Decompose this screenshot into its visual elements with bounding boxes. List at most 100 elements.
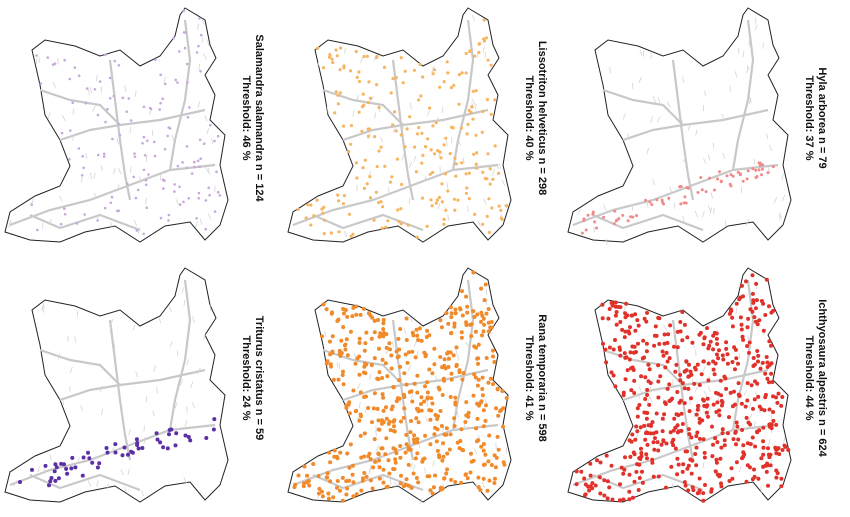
- occurrence-dot: [405, 127, 409, 131]
- stream: [712, 142, 715, 149]
- occurrence-dot: [467, 171, 471, 175]
- stream: [100, 164, 103, 172]
- stream: [195, 221, 198, 228]
- occurrence-dot: [174, 431, 179, 436]
- stream: [370, 95, 374, 103]
- occurrence-dot: [430, 371, 435, 376]
- occurrence-dot: [345, 451, 350, 456]
- occurrence-dot: [719, 484, 724, 489]
- occurrence-dot: [178, 203, 182, 206]
- occurrence-dot: [98, 80, 102, 83]
- occurrence-dot: [499, 216, 503, 220]
- occurrence-dot: [484, 403, 488, 408]
- occurrence-dot: [176, 81, 179, 84]
- occurrence-dot: [697, 436, 702, 441]
- occurrence-dot: [354, 161, 358, 165]
- occurrence-dot: [477, 42, 481, 46]
- stream: [671, 483, 675, 490]
- occurrence-dot: [683, 483, 688, 488]
- stream: [753, 421, 756, 428]
- species-title: Rana temporaria n = 598: [536, 314, 548, 441]
- occurrence-dot: [419, 402, 423, 406]
- occurrence-dot: [706, 346, 711, 351]
- occurrence-dot: [668, 323, 673, 328]
- occurrence-dot: [376, 418, 381, 423]
- occurrence-dot: [482, 298, 487, 303]
- occurrence-dot: [398, 327, 403, 331]
- occurrence-dot: [372, 356, 377, 361]
- river: [572, 163, 779, 227]
- occurrence-dot: [627, 489, 632, 494]
- stream: [35, 58, 38, 65]
- occurrence-dot: [187, 197, 190, 200]
- occurrence-dot: [357, 79, 362, 84]
- occurrence-dot: [341, 311, 346, 316]
- stream: [652, 179, 656, 186]
- occurrence-dot: [340, 373, 345, 377]
- river: [322, 348, 404, 386]
- occurrence-dot: [348, 69, 353, 73]
- occurrence-dot: [744, 479, 749, 484]
- occurrence-dot: [474, 162, 478, 166]
- occurrence-dot: [682, 322, 687, 327]
- occurrence-dot: [632, 378, 637, 383]
- occurrence-dot: [747, 340, 752, 345]
- stream: [156, 387, 158, 394]
- occurrence-dot: [148, 106, 152, 110]
- occurrence-dot: [423, 384, 427, 389]
- occurrence-dot: [193, 160, 196, 164]
- occurrence-dot: [749, 383, 754, 388]
- occurrence-dot: [377, 346, 381, 351]
- stream: [48, 218, 52, 226]
- river: [312, 213, 424, 232]
- stream: [663, 324, 667, 331]
- occurrence-dot: [368, 313, 373, 318]
- occurrence-dot: [385, 374, 390, 379]
- occurrence-dot: [399, 222, 403, 226]
- occurrence-dot: [735, 424, 740, 429]
- occurrence-dot: [185, 145, 189, 148]
- occurrence-dot: [736, 361, 740, 366]
- occurrence-dot: [200, 33, 203, 37]
- stream: [41, 306, 45, 313]
- occurrence-dot: [491, 348, 495, 353]
- occurrence-dot: [185, 62, 189, 66]
- stream: [695, 129, 698, 136]
- occurrence-dot: [392, 418, 397, 423]
- occurrence-dot: [631, 215, 635, 219]
- occurrence-dot: [357, 70, 361, 74]
- occurrence-dot: [415, 390, 420, 395]
- occurrence-dot: [656, 474, 661, 479]
- occurrence-dot: [687, 186, 690, 190]
- occurrence-dot: [720, 400, 725, 405]
- stream: [687, 124, 691, 131]
- occurrence-dot: [455, 440, 460, 445]
- occurrence-dot: [697, 488, 702, 493]
- stream: [389, 478, 392, 485]
- occurrence-dot: [188, 438, 193, 443]
- occurrence-dot: [460, 313, 465, 318]
- occurrence-dot: [464, 71, 468, 75]
- occurrence-dot: [211, 427, 216, 432]
- occurrence-dot: [159, 216, 163, 220]
- occurrence-dot: [420, 161, 424, 165]
- stream: [171, 134, 174, 141]
- stream: [80, 405, 84, 412]
- occurrence-dot: [466, 122, 470, 126]
- occurrence-dot: [442, 476, 447, 481]
- occurrence-dot: [484, 356, 489, 360]
- occurrence-dot: [724, 386, 729, 391]
- occurrence-dot: [135, 443, 140, 447]
- occurrence-dot: [486, 380, 491, 385]
- occurrence-dot: [752, 397, 757, 402]
- occurrence-dot: [197, 191, 201, 195]
- occurrence-dot: [631, 495, 635, 500]
- occurrence-dot: [46, 56, 49, 59]
- occurrence-dot: [763, 313, 768, 317]
- species-title: Lissotriton helveticus n = 298: [536, 41, 548, 195]
- occurrence-dot: [679, 202, 683, 206]
- occurrence-dot: [142, 168, 146, 172]
- occurrence-dot: [586, 213, 590, 217]
- occurrence-dot: [454, 364, 459, 369]
- stream: [344, 48, 346, 55]
